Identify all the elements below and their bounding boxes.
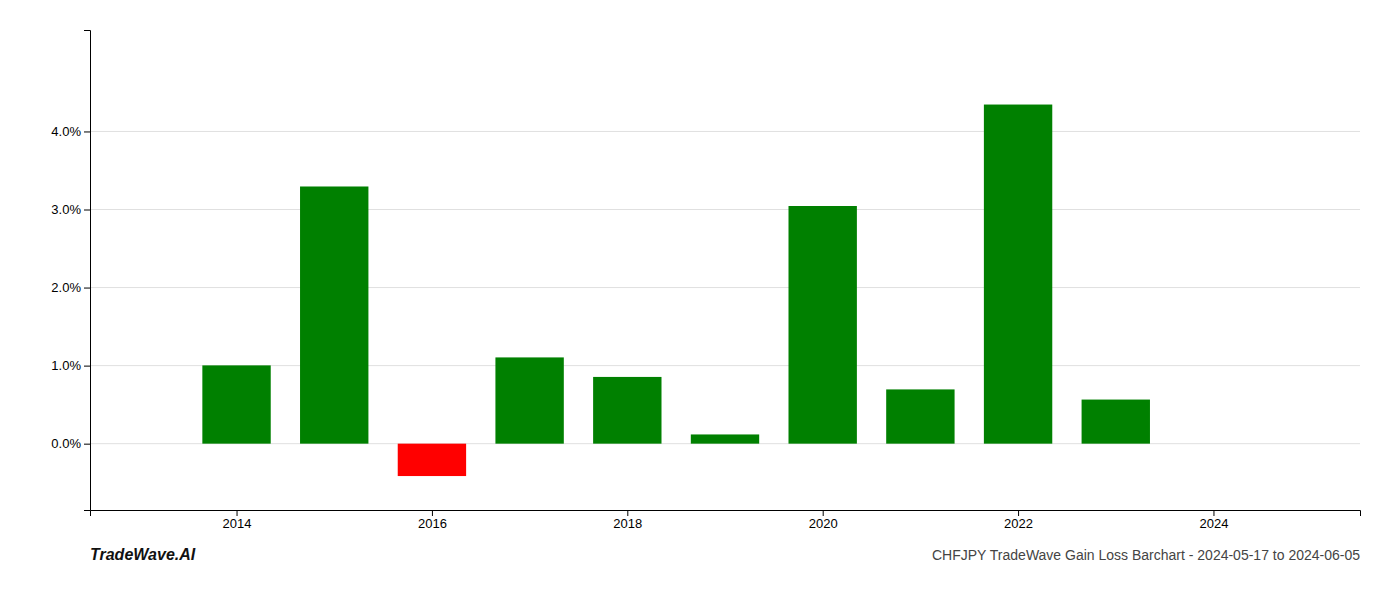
grid-line	[90, 287, 1360, 288]
y-tick-mark	[84, 366, 90, 367]
y-tick-label: 4.0%	[51, 124, 81, 139]
y-axis: 0.0% 1.0% 2.0% 3.0% 4.0%	[51, 31, 90, 511]
y-tick: 4.0%	[51, 124, 90, 139]
y-tick-mark	[84, 210, 90, 211]
y-tick-mark	[84, 288, 90, 289]
watermark: TradeWave.AI	[90, 546, 196, 563]
x-tick-mark	[237, 510, 238, 516]
y-tick-mark	[84, 131, 90, 132]
chart: 2014 2016 2018 2020 2022 2024 0.0% 1.0% 2.0% 3.0%…	[0, 0, 1400, 600]
bar	[300, 186, 368, 443]
plot: 2014 2016 2018 2020 2022 2024 0.0% 1.0% 2.0% 3.0%…	[51, 31, 1360, 564]
x-tick-label: 2014	[223, 516, 252, 531]
x-tick-mark	[1213, 510, 1214, 516]
bar	[984, 105, 1052, 444]
x-tick-label: 2018	[613, 516, 642, 531]
y-tick-label: 0.0%	[51, 436, 81, 451]
grid-line	[90, 131, 1360, 132]
y-tick-label: 3.0%	[51, 202, 81, 217]
x-tick: 2020	[809, 510, 838, 531]
x-axis: 2014 2016 2018 2020 2022 2024	[91, 510, 1361, 531]
x-tick-label: 2024	[1200, 516, 1229, 531]
bar	[886, 389, 954, 443]
bar	[593, 377, 661, 444]
bar	[398, 444, 466, 476]
y-tick: 3.0%	[51, 202, 90, 217]
x-tick-mark	[627, 510, 628, 516]
y-tick-label: 1.0%	[51, 358, 81, 373]
y-tick-label: 2.0%	[51, 280, 81, 295]
y-tick-mark	[84, 444, 90, 445]
x-tick: 2014	[223, 510, 252, 531]
x-tick: 2024	[1200, 510, 1229, 531]
title: CHFJPY TradeWave Gain Loss Barchart - 20…	[932, 547, 1360, 563]
x-tick: 2016	[418, 510, 447, 531]
x-tick: 2022	[1004, 510, 1033, 531]
bar	[789, 206, 857, 444]
y-tick: 2.0%	[51, 280, 90, 295]
y-axis-line	[84, 31, 91, 511]
x-tick-mark	[823, 510, 824, 516]
x-tick-label: 2022	[1004, 516, 1033, 531]
x-tick-mark	[1018, 510, 1019, 516]
x-axis-line	[91, 511, 1361, 517]
bars	[202, 105, 1150, 477]
y-tick: 1.0%	[51, 358, 90, 373]
x-tick-label: 2020	[809, 516, 838, 531]
x-tick-label: 2016	[418, 516, 447, 531]
bar	[691, 434, 759, 443]
grid-line	[90, 365, 1360, 366]
grid	[90, 131, 1360, 443]
x-tick: 2018	[613, 510, 642, 531]
y-tick: 0.0%	[51, 436, 90, 451]
x-tick-mark	[432, 510, 433, 516]
bar	[202, 365, 270, 443]
grid-line	[90, 209, 1360, 210]
bar	[1082, 400, 1150, 444]
bar	[495, 357, 563, 443]
